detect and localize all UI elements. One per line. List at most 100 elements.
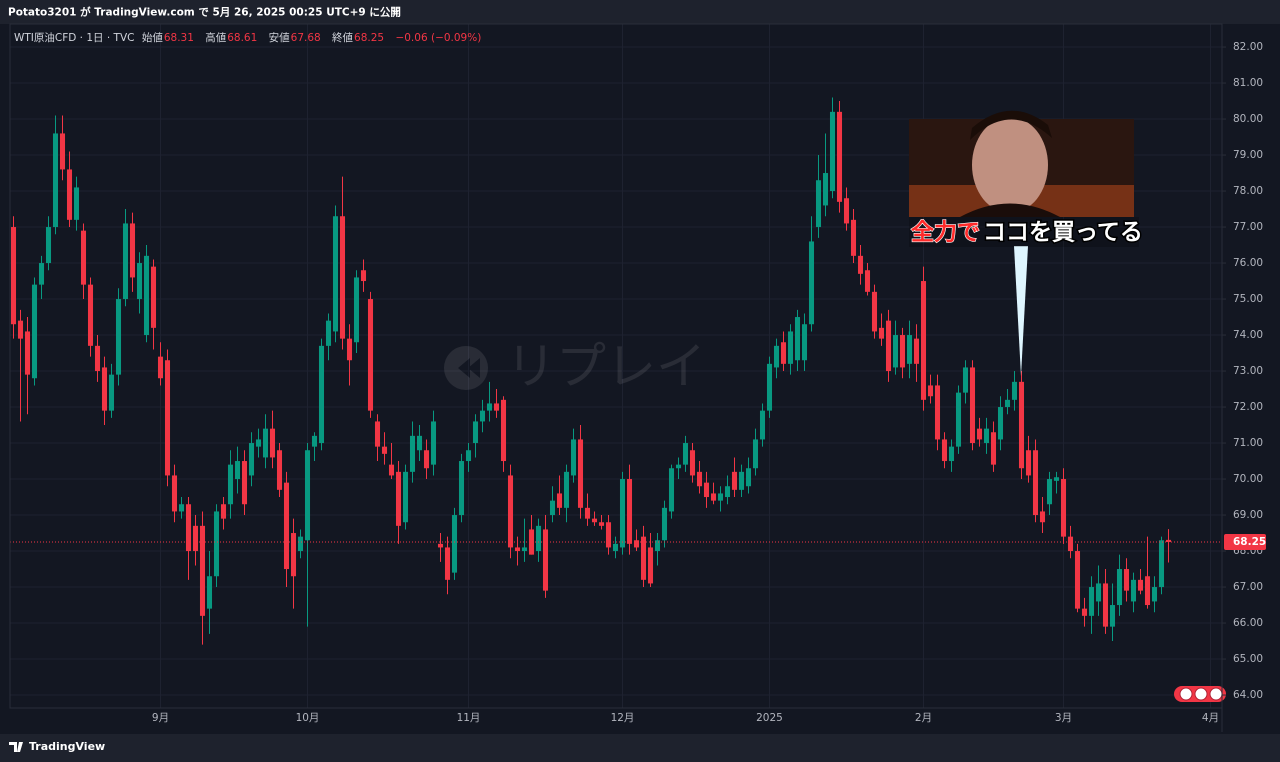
candle-body xyxy=(927,385,934,397)
candle-body xyxy=(444,547,451,580)
legend: WTI原油CFD · 1日 · TVC 始値68.31 高値68.61 安値67… xyxy=(14,30,489,45)
candle-body xyxy=(1151,587,1158,602)
x-tick-label: 3月 xyxy=(1055,712,1072,724)
candle-body xyxy=(493,403,500,411)
candle-body xyxy=(675,464,682,469)
candle-body xyxy=(857,255,864,274)
candle-body xyxy=(780,342,787,364)
candle-body xyxy=(241,461,248,505)
candle-body xyxy=(808,241,815,325)
high-label: 高値 xyxy=(205,32,227,44)
annotation: 全力で ココを買ってる xyxy=(909,110,1144,376)
high-value: 68.61 xyxy=(227,32,258,44)
candle-body xyxy=(1081,608,1088,616)
y-tick-label: 72.00 xyxy=(1233,401,1263,413)
candle-body xyxy=(1109,605,1116,627)
candle-body xyxy=(906,335,913,364)
candle-body xyxy=(717,493,724,501)
x-tick-label: 2月 xyxy=(915,712,932,724)
candle-body xyxy=(1102,583,1109,627)
annotation-text-bg xyxy=(909,217,1139,247)
candle-body xyxy=(829,111,836,192)
candle-body xyxy=(73,187,80,220)
symbol: WTI原油CFD · 1日 · TVC xyxy=(14,32,135,44)
y-tick-label: 80.00 xyxy=(1233,113,1263,125)
annotation-image-face xyxy=(972,117,1048,213)
candle-body xyxy=(395,471,402,526)
candle-body xyxy=(269,428,276,458)
candle-body xyxy=(773,345,780,368)
y-tick-label: 69.00 xyxy=(1233,509,1263,521)
candle-body xyxy=(584,507,591,519)
candle-body xyxy=(451,515,458,573)
candle-body xyxy=(822,173,829,206)
annotation-image-collar xyxy=(960,203,1060,217)
candle-body xyxy=(416,435,423,451)
candle-body xyxy=(619,479,626,548)
candle-body xyxy=(1123,569,1130,591)
candle-body xyxy=(115,299,122,375)
candle-body xyxy=(514,547,521,552)
candle-body xyxy=(871,291,878,332)
candle-body xyxy=(199,525,206,616)
x-tick-label: 11月 xyxy=(457,712,481,724)
candle-body xyxy=(409,435,416,472)
candle-body xyxy=(745,468,752,487)
candle-body xyxy=(388,464,395,476)
candle-body xyxy=(962,367,969,393)
candle-body xyxy=(339,216,346,339)
candle-body xyxy=(381,446,388,454)
candle-body xyxy=(164,360,171,476)
candle-body xyxy=(1088,587,1095,616)
y-tick-label: 82.00 xyxy=(1233,41,1263,53)
candle-body xyxy=(955,392,962,447)
candle-body xyxy=(402,471,409,523)
y-tick-label: 65.00 xyxy=(1233,653,1263,665)
x-tick-label: 4月 xyxy=(1202,712,1219,724)
candle-body xyxy=(150,266,157,328)
candle-body xyxy=(325,320,332,346)
candle-body xyxy=(899,335,906,368)
candle-body xyxy=(108,374,115,411)
candle-body xyxy=(521,547,528,552)
candle-body xyxy=(1053,477,1060,481)
candle-body xyxy=(626,479,633,544)
candle-body xyxy=(878,327,885,339)
candle-body xyxy=(437,543,444,548)
candle-body xyxy=(941,439,948,462)
annotation-text: ココを買ってる xyxy=(983,220,1143,246)
candle-body xyxy=(1158,540,1165,588)
event-icons xyxy=(1174,686,1226,702)
y-tick-label: 78.00 xyxy=(1233,185,1263,197)
candle-body xyxy=(486,403,493,411)
candle-body xyxy=(836,111,843,202)
candle-body xyxy=(535,525,542,552)
close-label: 終値 xyxy=(332,32,354,44)
candle-body xyxy=(66,169,73,220)
candle-body xyxy=(549,500,556,516)
candle-body xyxy=(192,525,199,552)
y-tick-label: 71.00 xyxy=(1233,437,1263,449)
candle-body xyxy=(262,428,269,458)
candle-body xyxy=(563,471,570,508)
candle-body xyxy=(87,284,94,346)
y-tick-label: 66.00 xyxy=(1233,617,1263,629)
candle-body xyxy=(346,338,353,361)
candle-body xyxy=(45,227,52,264)
candle-body xyxy=(1130,579,1137,602)
watermark-text: リプレイ xyxy=(506,338,706,396)
footer-bar xyxy=(0,734,1280,762)
candle-body xyxy=(255,439,262,447)
candle-body xyxy=(1165,539,1172,543)
candle-body xyxy=(794,317,801,361)
low-value: 67.68 xyxy=(290,32,321,44)
candle-body xyxy=(304,450,311,541)
candle-body xyxy=(731,471,738,490)
x-tick-label: 2025 xyxy=(756,712,783,724)
candle-body xyxy=(59,133,66,170)
candle-body xyxy=(171,475,178,512)
candle-body xyxy=(640,536,647,580)
candle-body xyxy=(815,180,822,228)
